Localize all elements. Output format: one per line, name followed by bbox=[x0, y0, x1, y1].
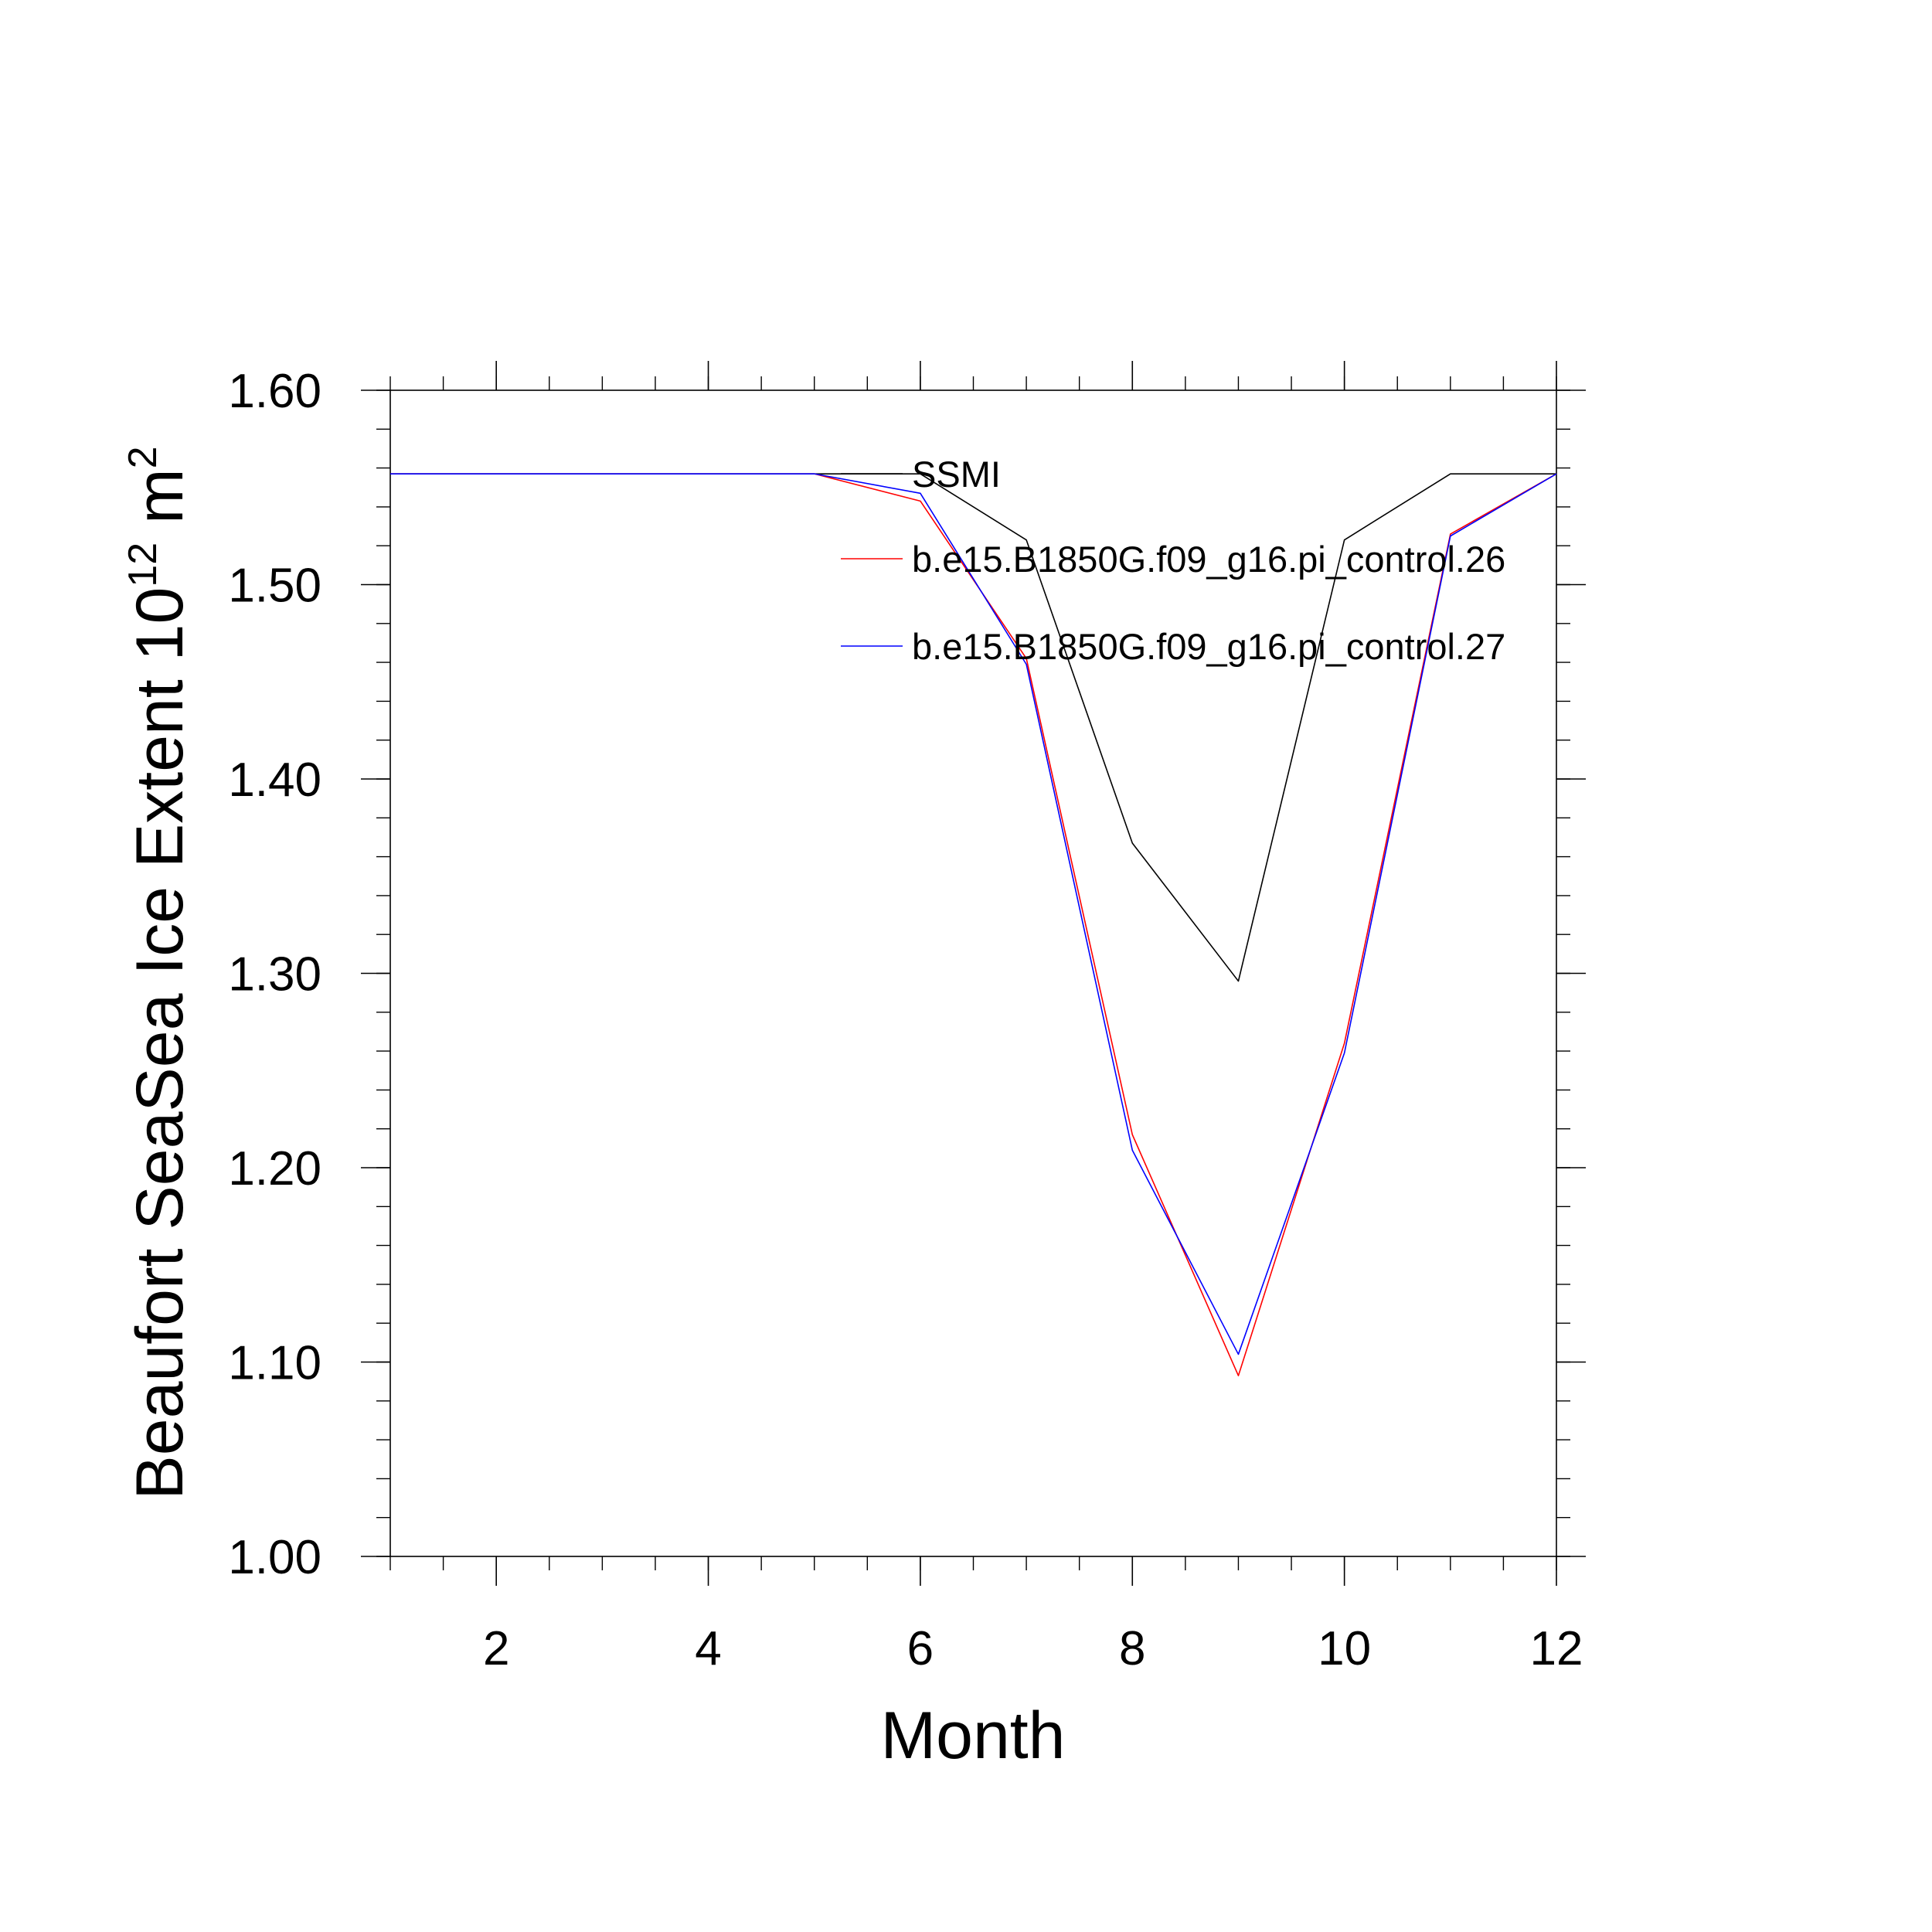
legend-label-1: SSMI bbox=[912, 454, 1001, 495]
y-axis-title-main: Beaufort SeaSea Ice Extent 10 bbox=[123, 587, 197, 1500]
series-line-3 bbox=[390, 473, 1557, 1355]
x-tick-label: 2 bbox=[483, 1622, 509, 1675]
y-axis-title-exponent: 12 bbox=[121, 543, 165, 587]
x-tick-label: 6 bbox=[907, 1622, 934, 1675]
x-tick-label: 8 bbox=[1119, 1622, 1145, 1675]
x-axis-ticks: 2 4 6 8 10 12 bbox=[483, 361, 1583, 1675]
y-tick-label: 1.60 bbox=[228, 365, 321, 418]
legend-label-2: b.e15.B1850G.f09_g16.pi_control.26 bbox=[912, 539, 1505, 580]
y-tick-label: 1.50 bbox=[228, 560, 321, 613]
y-axis-ticks: 1.00 1.10 1.20 1.30 1.40 1.50 1.60 bbox=[228, 365, 1586, 1584]
y-tick-label: 1.40 bbox=[228, 753, 321, 807]
x-axis-title: Month bbox=[880, 1699, 1065, 1773]
y-tick-label: 1.00 bbox=[228, 1531, 321, 1584]
y-axis-title-unit-exponent: 2 bbox=[121, 446, 165, 468]
y-tick-label: 1.10 bbox=[228, 1337, 321, 1390]
y-axis-title-unit: m bbox=[123, 468, 197, 543]
y-axis-title: Beaufort SeaSea Ice Extent 1012 m2 bbox=[121, 446, 197, 1499]
series-lines bbox=[390, 473, 1557, 1376]
x-tick-label: 10 bbox=[1318, 1622, 1371, 1675]
series-line-2 bbox=[390, 473, 1557, 1376]
x-tick-label: 4 bbox=[695, 1622, 721, 1675]
legend: SSMI b.e15.B1850G.f09_g16.pi_control.26 b.… bbox=[841, 454, 1505, 667]
x-tick-label: 12 bbox=[1530, 1622, 1583, 1675]
legend-label-3: b.e15.B1850G.f09_g16.pi_control.27 bbox=[912, 626, 1505, 667]
y-tick-label: 1.20 bbox=[228, 1142, 321, 1196]
y-tick-label: 1.30 bbox=[228, 948, 321, 1002]
axes: 2 4 6 8 10 12 1.00 1.10 1.20 1.30 1.40 1.50 1.60 bbox=[228, 361, 1586, 1675]
